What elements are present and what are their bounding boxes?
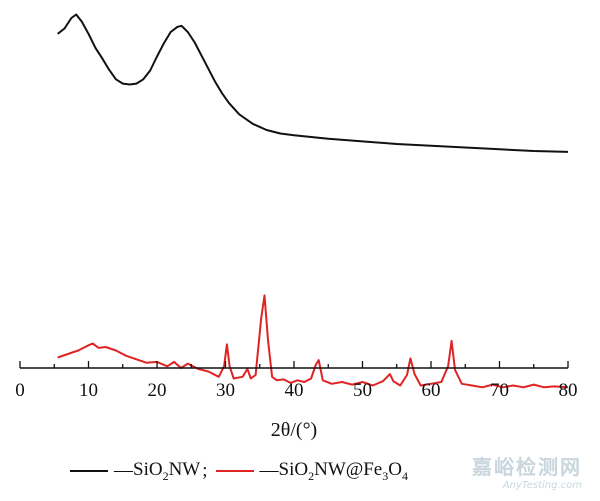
- x-axis-ticks: 0 10 20 30 40 50 60 70 80: [15, 361, 578, 401]
- legend-swatch-sio2nw-fe3o4: [215, 470, 254, 472]
- series-line-sio2nw: [57, 13, 569, 153]
- watermark-main: 嘉峪检测网: [472, 455, 582, 479]
- x-tick-label: 70: [490, 380, 509, 401]
- x-tick-label: 30: [216, 380, 235, 401]
- legend-item-sio2nw-fe3o4: — SiO2NW@Fe3O4: [215, 458, 408, 484]
- x-tick-label: 10: [79, 380, 98, 401]
- legend-dash: —: [114, 460, 133, 481]
- x-tick-label: 40: [285, 380, 304, 401]
- legend-swatch-sio2nw: [70, 470, 108, 472]
- watermark: 嘉峪检测网 AnyTesting.com: [472, 451, 582, 491]
- x-tick-label: 80: [559, 380, 578, 401]
- x-tick-label: 0: [15, 380, 25, 401]
- legend: — SiO2NW ; — SiO2NW@Fe3O4: [70, 456, 408, 486]
- legend-text-sio2nw: SiO2NW: [133, 458, 201, 483]
- x-tick-label: 60: [422, 380, 441, 401]
- series-layer: [57, 13, 569, 389]
- series-line-sio2nw-fe3o4: [57, 294, 569, 389]
- watermark-sub: AnyTesting.com: [502, 480, 582, 491]
- legend-separator: ;: [202, 460, 208, 481]
- legend-text-sio2nw-fe3o4: SiO2NW@Fe3O4: [278, 458, 408, 483]
- x-axis-label: 2θ/(°): [271, 419, 317, 441]
- legend-item-sio2nw: — SiO2NW ;: [70, 459, 216, 484]
- x-tick-label: 50: [353, 380, 372, 401]
- x-tick-label: 20: [148, 380, 167, 401]
- legend-dash: —: [259, 460, 279, 481]
- xrd-chart: 0 10 20 30 40 50 60 70 80 2θ/(°): [15, 13, 578, 441]
